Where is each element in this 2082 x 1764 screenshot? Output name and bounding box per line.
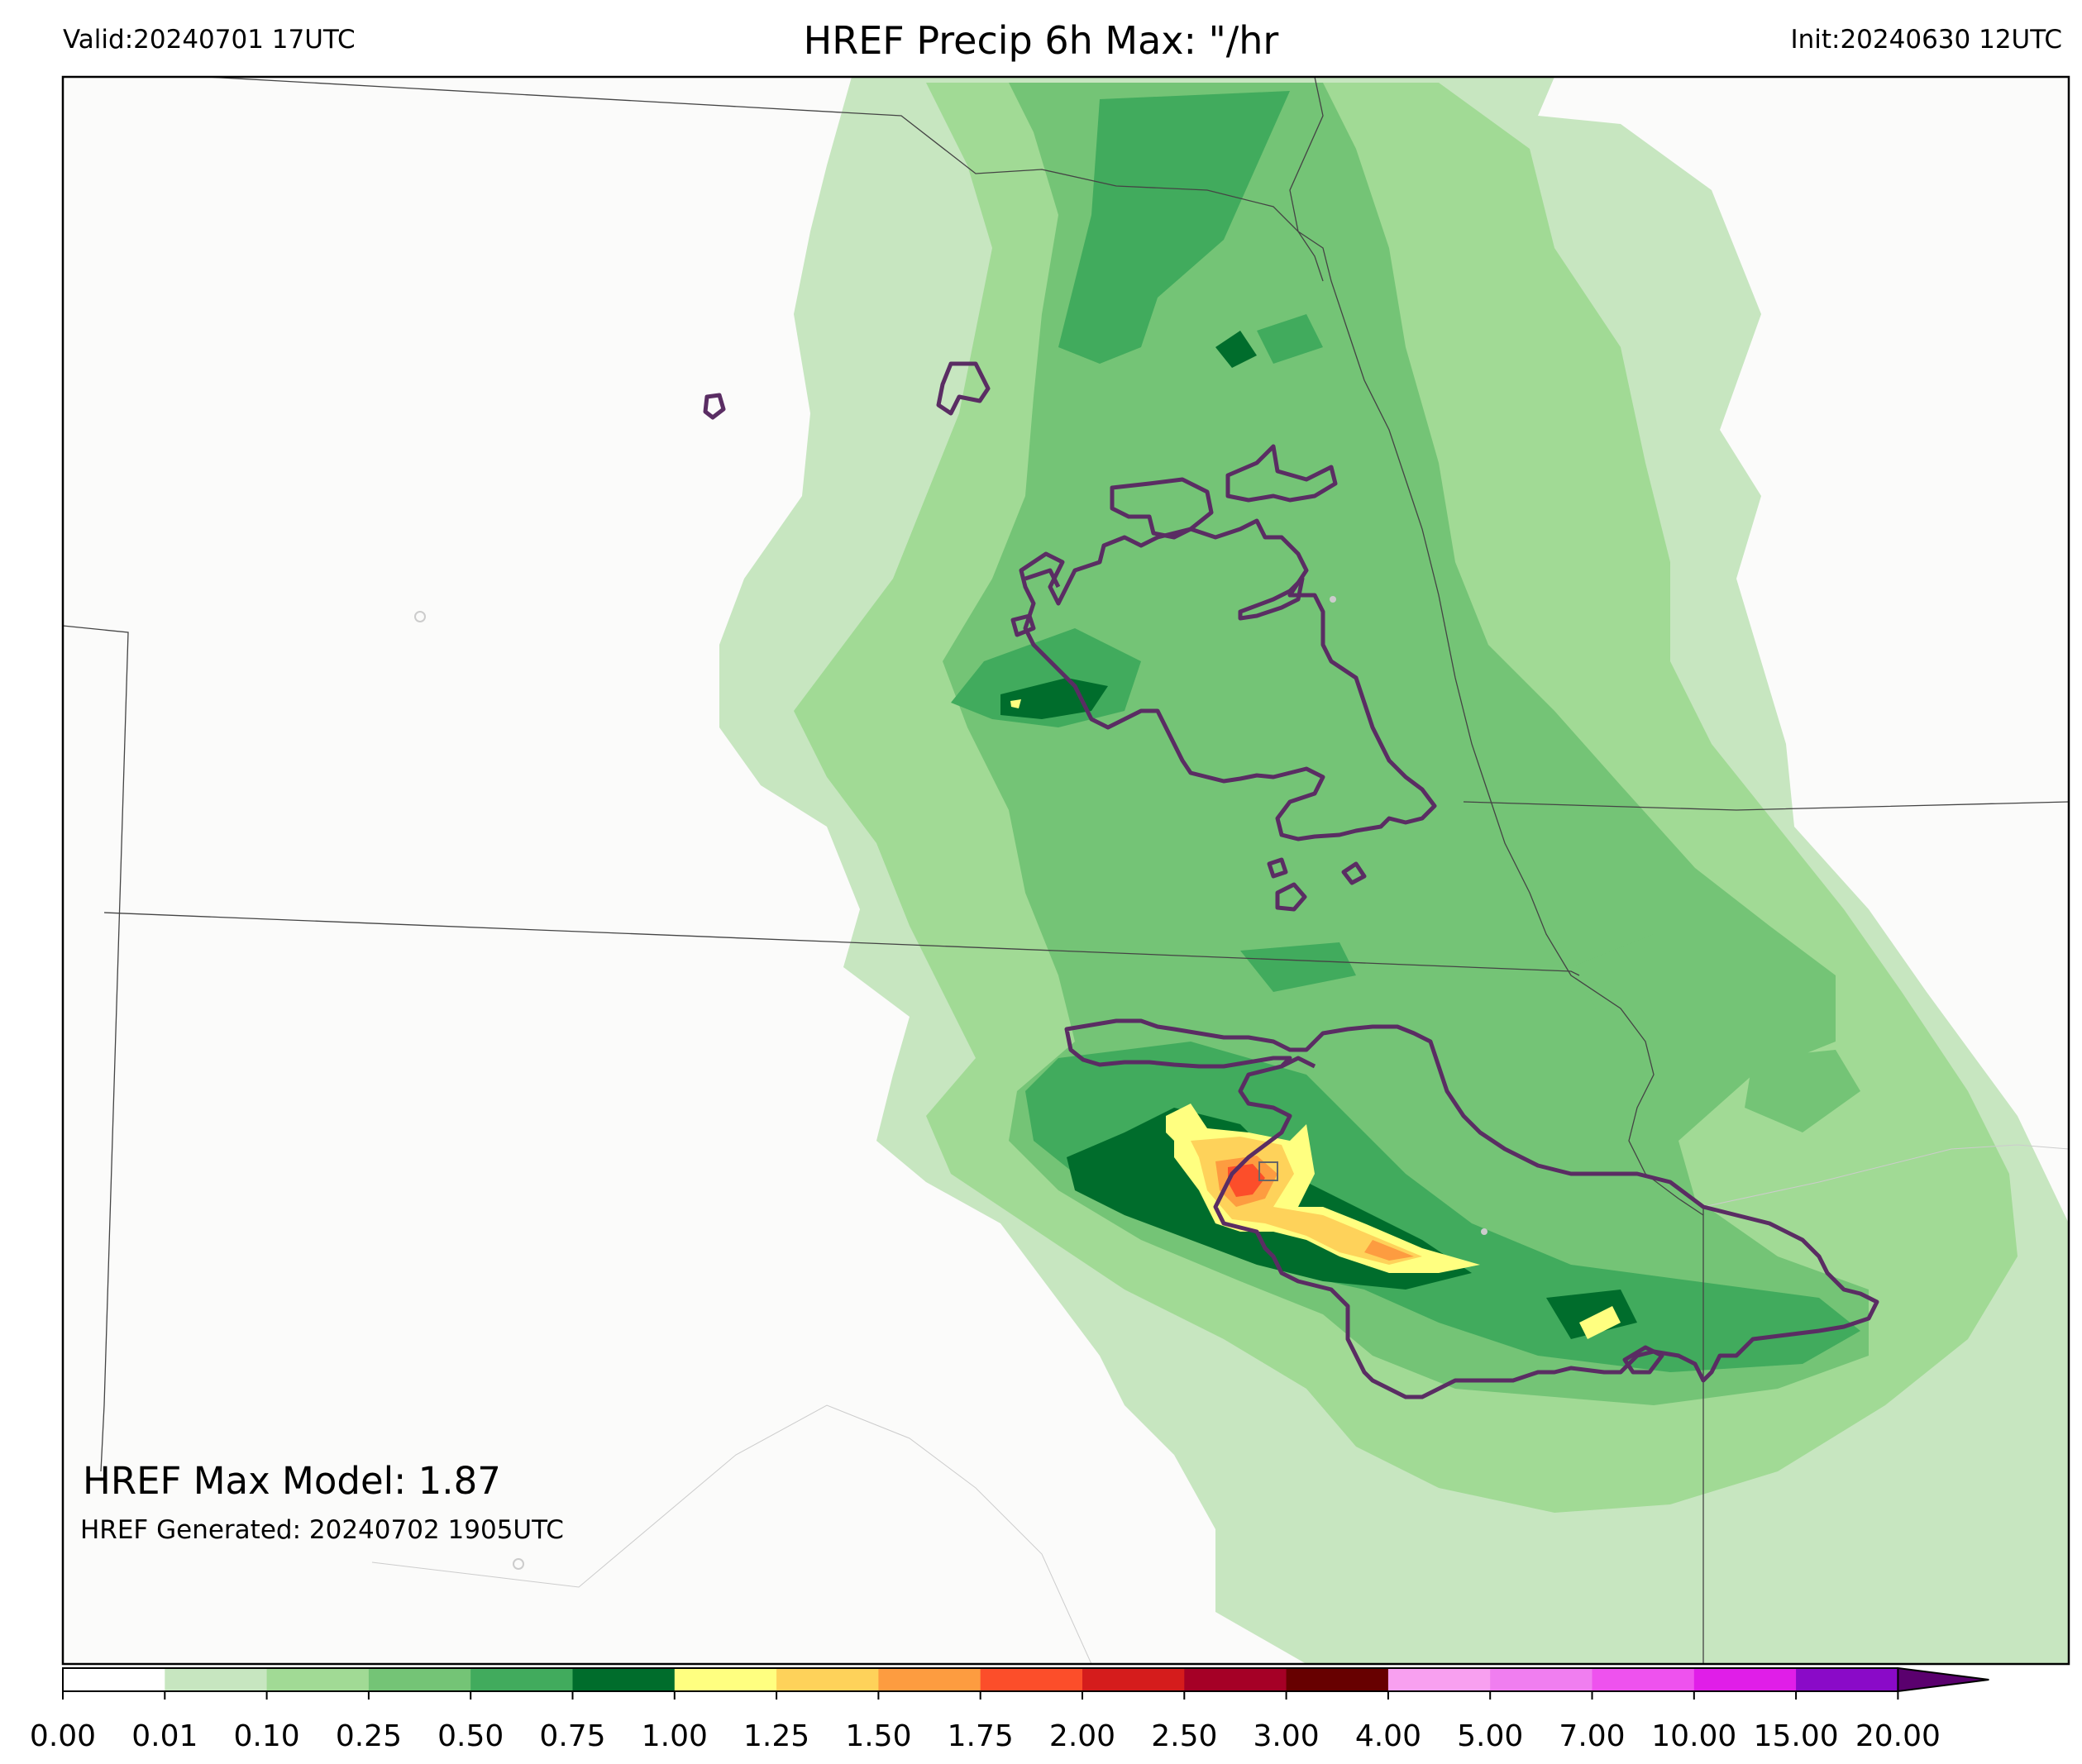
colorbar-segment <box>63 1668 165 1691</box>
colorbar-tick-label: 1.50 <box>845 1719 911 1753</box>
precip-map <box>61 75 2070 1666</box>
chart-title: HREF Precip 6h Max: "/hr <box>803 18 1279 63</box>
colorbar-segment <box>266 1668 370 1691</box>
colorbar-segment <box>1592 1668 1695 1691</box>
colorbar-segment <box>368 1668 471 1691</box>
colorbar-segment <box>1693 1668 1797 1691</box>
colorbar-segment <box>674 1668 777 1691</box>
city-marker <box>1481 1228 1487 1235</box>
city-marker <box>414 611 426 622</box>
valid-time-label: Valid:20240701 17UTC <box>63 25 356 55</box>
init-time-label: Init:20240630 12UTC <box>1790 25 2062 55</box>
state-boundaries <box>63 77 2069 1664</box>
colorbar-tick-label: 0.00 <box>30 1719 96 1753</box>
probability-contours <box>703 361 1879 1399</box>
colorbar-tick-label: 1.00 <box>642 1719 708 1753</box>
colorbar-tick-label: 5.00 <box>1457 1719 1523 1753</box>
colorbar-tick-label: 0.50 <box>437 1719 504 1753</box>
colorbar-tick-label: 1.75 <box>948 1719 1014 1753</box>
colorbar-tick-label: 10.00 <box>1651 1719 1736 1753</box>
colorbar-segment <box>1490 1668 1593 1691</box>
colorbar-tick-label: 3.00 <box>1253 1719 1320 1753</box>
colorbar-tick-label: 2.00 <box>1049 1719 1115 1753</box>
colorbar-segment <box>1184 1668 1287 1691</box>
colorbar-tick-label: 0.01 <box>131 1719 198 1753</box>
colorbar-tick-label: 2.50 <box>1151 1719 1217 1753</box>
precip-field <box>719 77 2069 1664</box>
max-model-label: HREF Max Model: 1.87 <box>83 1459 501 1503</box>
colorbar-tick-label: 0.25 <box>336 1719 402 1753</box>
colorbar-segment <box>470 1668 573 1691</box>
colorbar-segment <box>1796 1668 1898 1691</box>
colorbar-frame <box>62 1667 1898 1692</box>
county-lines <box>371 1144 2069 1664</box>
map-frame <box>61 75 2070 1666</box>
city-marker <box>513 1558 524 1570</box>
city-marker <box>1330 596 1336 603</box>
colorbar-extend-arrow <box>1897 1666 1989 1693</box>
max-location-marker <box>1258 1161 1278 1181</box>
colorbar-segment <box>165 1668 268 1691</box>
colorbar-tick-label: 1.25 <box>743 1719 809 1753</box>
colorbar-tick-label: 0.75 <box>539 1719 605 1753</box>
colorbar-tick-label: 4.00 <box>1355 1719 1421 1753</box>
colorbar-segment <box>1286 1668 1389 1691</box>
colorbar-tick-label: 0.10 <box>234 1719 300 1753</box>
colorbar-tick-label: 20.00 <box>1855 1719 1941 1753</box>
colorbar-tick-label: 7.00 <box>1559 1719 1625 1753</box>
colorbar-segment <box>1082 1668 1185 1691</box>
colorbar-segment <box>1387 1668 1491 1691</box>
generated-time-label: HREF Generated: 20240702 1905UTC <box>80 1515 564 1545</box>
colorbar-segment <box>980 1668 1083 1691</box>
colorbar-tick-label: 15.00 <box>1754 1719 1839 1753</box>
colorbar-segment <box>572 1668 676 1691</box>
colorbar-segment <box>776 1668 879 1691</box>
colorbar-segment <box>878 1668 981 1691</box>
